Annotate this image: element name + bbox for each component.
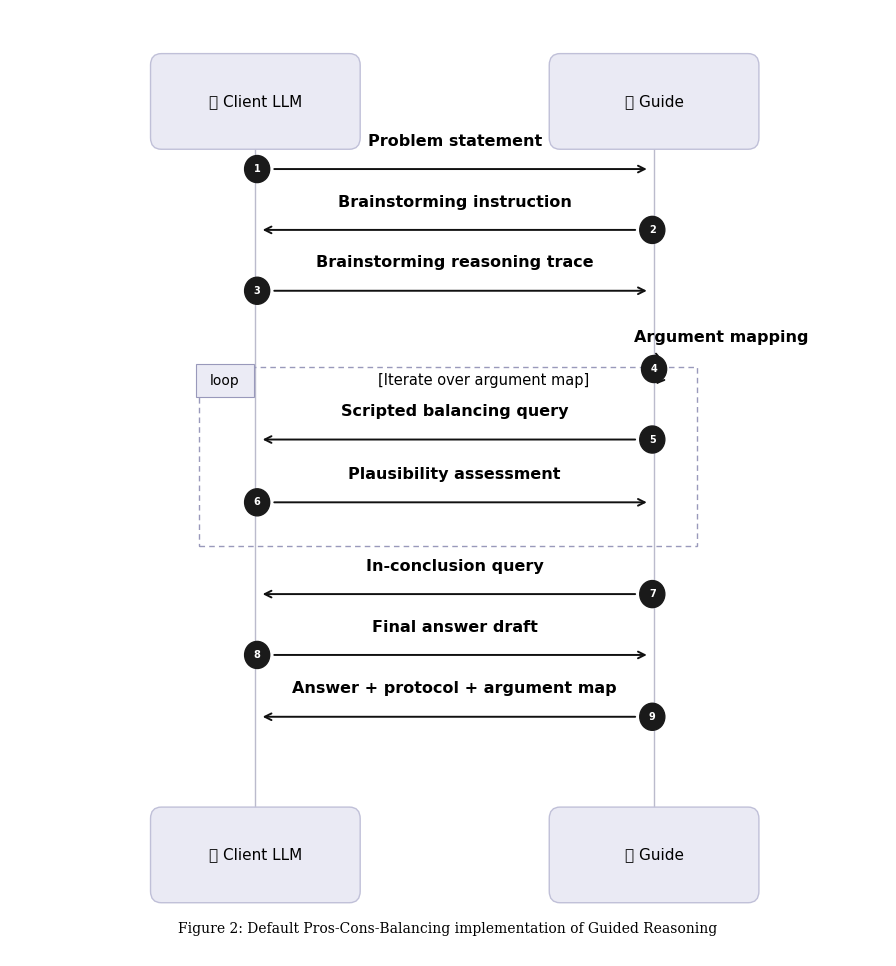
Text: 8: 8	[254, 650, 261, 660]
Circle shape	[245, 489, 270, 516]
Text: Argument mapping: Argument mapping	[634, 329, 808, 345]
Text: 🤖 Client LLM: 🤖 Client LLM	[209, 94, 302, 109]
Text: 4: 4	[650, 364, 658, 374]
Text: 🤖 Client LLM: 🤖 Client LLM	[209, 847, 302, 863]
Text: Final answer draft: Final answer draft	[372, 619, 538, 635]
Text: Brainstorming reasoning trace: Brainstorming reasoning trace	[316, 255, 593, 270]
Text: 🧭 Guide: 🧭 Guide	[625, 94, 684, 109]
FancyBboxPatch shape	[196, 364, 254, 397]
Circle shape	[640, 426, 665, 453]
Text: Plausibility assessment: Plausibility assessment	[349, 467, 561, 482]
Circle shape	[640, 703, 665, 730]
Circle shape	[640, 216, 665, 243]
Text: 5: 5	[649, 435, 656, 444]
Text: loop: loop	[210, 374, 240, 387]
FancyBboxPatch shape	[549, 807, 759, 902]
Bar	[199, 367, 697, 546]
Text: Problem statement: Problem statement	[367, 133, 542, 149]
Text: Scripted balancing query: Scripted balancing query	[341, 404, 568, 419]
Circle shape	[245, 277, 270, 304]
Text: 2: 2	[649, 225, 656, 235]
Text: 7: 7	[649, 589, 656, 599]
FancyBboxPatch shape	[151, 53, 360, 149]
Text: [Iterate over argument map]: [Iterate over argument map]	[378, 373, 590, 388]
Text: Brainstorming instruction: Brainstorming instruction	[338, 194, 572, 210]
Text: 9: 9	[649, 712, 656, 722]
Text: Figure 2: Default Pros-Cons-Balancing implementation of Guided Reasoning: Figure 2: Default Pros-Cons-Balancing im…	[178, 923, 718, 936]
Text: Answer + protocol + argument map: Answer + protocol + argument map	[292, 681, 617, 696]
FancyBboxPatch shape	[151, 807, 360, 902]
Circle shape	[245, 641, 270, 668]
Text: 3: 3	[254, 286, 261, 296]
Text: 6: 6	[254, 497, 261, 507]
Circle shape	[642, 355, 667, 383]
Text: 🧭 Guide: 🧭 Guide	[625, 847, 684, 863]
Circle shape	[245, 156, 270, 183]
Text: 1: 1	[254, 164, 261, 174]
FancyBboxPatch shape	[549, 53, 759, 149]
Circle shape	[640, 581, 665, 608]
Text: In-conclusion query: In-conclusion query	[366, 558, 544, 574]
